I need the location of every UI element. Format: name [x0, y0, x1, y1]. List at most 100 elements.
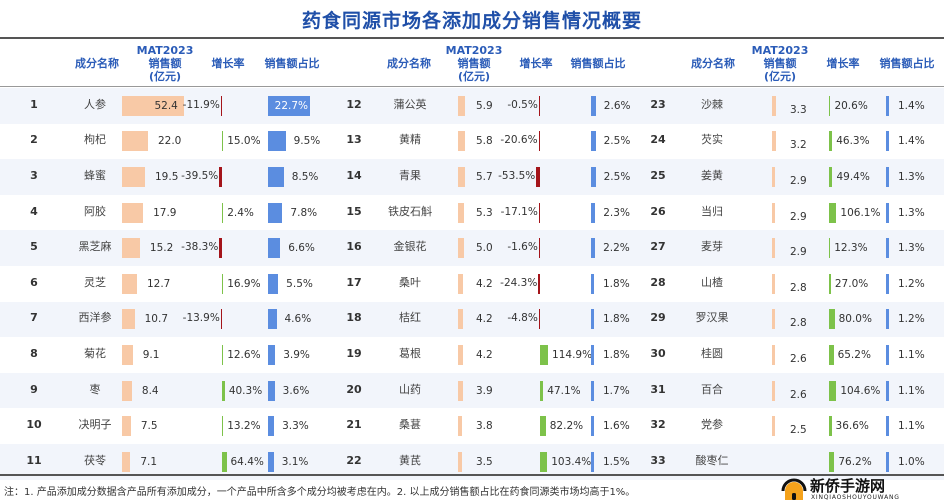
sales-bar: [772, 380, 776, 401]
rank-cell: 2: [30, 133, 38, 147]
growth-label: 49.4%: [836, 171, 870, 183]
share-label: 1.3%: [898, 242, 925, 255]
share-bar: [886, 416, 889, 437]
sales-label: 4.2: [476, 277, 493, 290]
name-cell: 青果: [399, 169, 421, 182]
growth-bar-positive: [222, 451, 227, 472]
share-bar: [268, 416, 275, 437]
share-label: 1.1%: [898, 384, 925, 397]
sales-label: 10.7: [144, 313, 169, 326]
header-sales-line: 销售额: [457, 57, 491, 70]
sales-label: 2.5: [790, 424, 807, 437]
share-bar: [268, 309, 277, 330]
share-label: 2.6%: [603, 99, 631, 112]
row-background: [650, 88, 944, 124]
growth-bar-positive: [222, 273, 224, 294]
name-cell: 蜂蜜: [84, 169, 106, 182]
share-label: 9.5%: [293, 135, 321, 148]
sales-label: 3.5: [476, 455, 493, 468]
row-background: [340, 159, 650, 195]
header-sales-line: 销售额: [763, 57, 797, 70]
rank-cell: 17: [346, 275, 362, 289]
share-bar: [886, 380, 889, 401]
rank-cell: 4: [30, 204, 38, 218]
growth-bar-positive: [829, 202, 837, 223]
share-bar: [268, 202, 283, 223]
sales-label: 12.7: [146, 277, 171, 290]
sales-bar: [772, 202, 776, 223]
growth-label: 12.6%: [227, 349, 261, 361]
growth-bar-positive: [540, 380, 544, 401]
growth-label: 65.2%: [837, 349, 871, 361]
rank-cell: 8: [30, 347, 38, 360]
name-cell: 西洋参: [78, 311, 112, 325]
share-bar: [591, 131, 596, 152]
rank-cell: 32: [650, 418, 666, 432]
share-bar: [886, 131, 889, 152]
growth-label: 76.2%: [838, 455, 872, 468]
row-background: [0, 230, 340, 266]
growth-bar-positive: [222, 345, 224, 365]
header-growth: 增长率: [826, 57, 860, 70]
header-sales: MAT2023 销售额 (亿元): [446, 44, 503, 83]
sales-label: 3.8: [476, 420, 493, 433]
sales-bar: [122, 202, 144, 223]
sales-label: 19.5: [155, 171, 179, 183]
share-label: 4.6%: [284, 313, 312, 326]
growth-label: 13.2%: [227, 420, 261, 433]
growth-bar-negative: [538, 273, 540, 294]
growth-bar-negative: [538, 95, 540, 116]
sales-label: 7.5: [140, 420, 158, 433]
name-cell: 酸枣仁: [695, 453, 729, 467]
name-cell: 桂圆: [701, 347, 723, 360]
share-bar: [591, 238, 596, 259]
name-cell: 人参: [84, 97, 106, 111]
sales-bar: [122, 95, 184, 116]
row-background: [340, 230, 650, 266]
growth-bar-positive: [222, 202, 224, 223]
name-cell: 沙棘: [701, 97, 723, 111]
name-cell: 百合: [701, 382, 723, 396]
rank-cell: 28: [650, 275, 666, 289]
share-bar: [886, 95, 889, 116]
header-sales-line: (亿元): [763, 70, 797, 83]
sales-bar: [122, 451, 131, 472]
sales-bar: [772, 167, 776, 187]
share-label: 6.6%: [288, 242, 315, 255]
name-cell: 黑芝麻: [78, 240, 112, 254]
name-cell: 桔红: [399, 311, 421, 325]
growth-bar-positive: [829, 416, 832, 437]
growth-label: 12.3%: [834, 242, 868, 255]
growth-label: 40.3%: [228, 384, 263, 397]
sales-bar: [458, 416, 463, 437]
growth-label: -24.3%: [500, 276, 538, 289]
growth-bar-positive: [222, 416, 224, 437]
sales-bar: [772, 238, 776, 259]
sales-label: 2.8: [790, 281, 807, 294]
header-sales-line: MAT2023: [136, 44, 194, 57]
rank-cell: 23: [650, 97, 666, 111]
sales-bar: [122, 345, 133, 365]
rank-cell: 3: [30, 169, 38, 182]
sales-bar: [122, 380, 132, 401]
sales-label: 5.0: [476, 242, 493, 255]
share-bar: [268, 345, 276, 365]
header-sales-line: 销售额: [148, 57, 182, 70]
sales-bar: [122, 309, 135, 330]
growth-label: 15.0%: [227, 135, 261, 148]
row-background: [650, 159, 944, 195]
sales-label: 8.4: [141, 384, 159, 397]
rank-cell: 1: [30, 97, 38, 111]
sales-bar: [458, 167, 465, 187]
header-sales-line: MAT2023: [445, 44, 503, 57]
svg-text:新侨手游网: 新侨手游网: [810, 477, 885, 495]
row-background: [0, 444, 340, 480]
sales-bar: [458, 451, 463, 472]
name-cell: 铁皮石斛: [388, 204, 432, 218]
share-label: 3.6%: [282, 384, 310, 397]
sales-bar: [458, 380, 463, 401]
rank-cell: 10: [26, 418, 42, 432]
share-label: 2.2%: [603, 242, 630, 255]
sales-bar: [122, 238, 140, 259]
name-cell: 山药: [399, 382, 421, 396]
